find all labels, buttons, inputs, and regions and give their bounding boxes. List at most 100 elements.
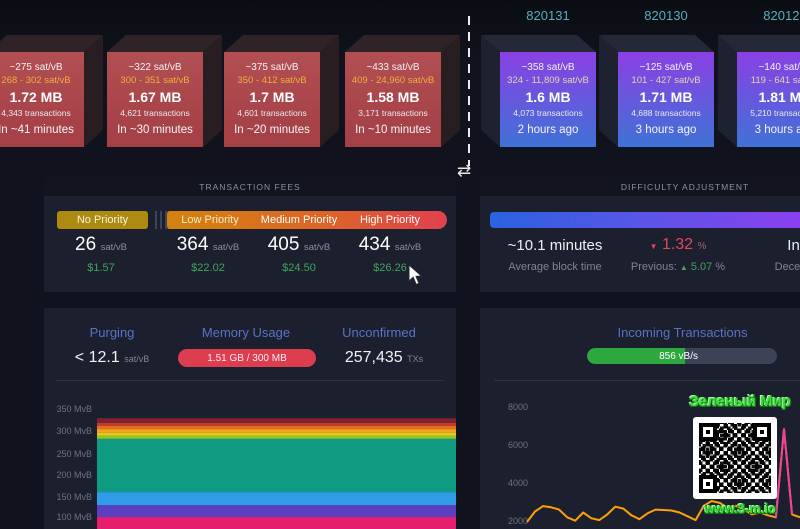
swap-direction-icon: ⇄ bbox=[457, 161, 472, 180]
y-tick: 4000 bbox=[507, 478, 528, 488]
purging-value: < 12.1 sat/vB bbox=[74, 349, 150, 366]
qr-finder-icon bbox=[699, 423, 717, 441]
mempool-block-1[interactable]: ~322 sat/vB 300 - 351 sat/vB 1.67 MB 4,6… bbox=[107, 35, 222, 147]
mouse-cursor bbox=[408, 264, 423, 286]
block-size: 1.72 MB bbox=[9, 89, 63, 105]
medium-priority-rate: 405 sat/vB bbox=[267, 234, 331, 255]
incoming-tx-chart[interactable] bbox=[480, 395, 800, 529]
fee-range: 409 - 24,960 sat/vB bbox=[351, 75, 435, 86]
tx-count: 5,210 transactions bbox=[750, 108, 800, 118]
block-size: 1.6 MB bbox=[525, 89, 571, 105]
transaction-fees-panel: TRANSACTION FEES No Priority Low Priorit… bbox=[44, 177, 456, 292]
difficulty-change: ▼ 1.32 % bbox=[649, 236, 707, 253]
y-tick: 8000 bbox=[507, 402, 528, 412]
y-tick: 100 MvB bbox=[56, 512, 92, 522]
block-front-face: ~375 sat/vB 350 - 412 sat/vB 1.7 MB 4,60… bbox=[224, 52, 320, 147]
difficulty-panel: DIFFICULTY ADJUSTMENT ~10.1 minutes Aver… bbox=[480, 177, 800, 292]
block-front-face: ~433 sat/vB 409 - 24,960 sat/vB 1.58 MB … bbox=[345, 52, 441, 147]
tx-count: 4,073 transactions bbox=[513, 108, 583, 118]
tx-count: 4,343 transactions bbox=[1, 108, 71, 118]
block-side-face bbox=[481, 35, 500, 147]
block-top-face bbox=[599, 35, 714, 52]
mempool-block-3[interactable]: ~433 sat/vB 409 - 24,960 sat/vB 1.58 MB … bbox=[345, 35, 460, 147]
mempool-size-chart[interactable] bbox=[44, 395, 456, 529]
memory-usage-badge: 1.51 GB / 300 MB bbox=[178, 349, 316, 367]
block-side-face bbox=[203, 35, 222, 147]
qr-code bbox=[693, 417, 777, 499]
high-priority-label: High Priority bbox=[360, 214, 420, 226]
difficulty-title: DIFFICULTY ADJUSTMENT bbox=[480, 177, 800, 196]
block-size: 1.67 MB bbox=[128, 89, 182, 105]
unconfirmed-value: 257,435 TXs bbox=[344, 349, 424, 366]
y-tick: 200 MvB bbox=[56, 470, 92, 480]
block-size: 1.71 MB bbox=[639, 89, 693, 105]
high-priority-rate: 434 sat/vB bbox=[358, 234, 422, 255]
block-top-face bbox=[481, 35, 596, 52]
block-eta: In ~41 minutes bbox=[0, 124, 74, 136]
fee-range: 268 - 302 sat/vB bbox=[1, 75, 71, 86]
purging-label: Purging bbox=[89, 325, 135, 340]
block-size: 1.7 MB bbox=[249, 89, 295, 105]
priority-gradient-bar: Low Priority Medium Priority High Priori… bbox=[167, 211, 447, 229]
watermark-title: Зеленый Мир bbox=[689, 393, 791, 410]
mempool-mined-divider bbox=[468, 16, 470, 166]
block-age: 2 hours ago bbox=[517, 124, 579, 136]
fee-range: 350 - 412 sat/vB bbox=[237, 75, 307, 86]
next-retarget-date: December bbox=[774, 261, 800, 273]
block-front-face: ~140 sat/vB 119 - 641 sat/vB 1.81 MB 5,2… bbox=[737, 52, 800, 147]
block-size: 1.58 MB bbox=[366, 89, 420, 105]
fee-range: 300 - 351 sat/vB bbox=[120, 75, 190, 86]
mined-block-1[interactable]: ~125 sat/vB 101 - 427 sat/vB 1.71 MB 4,6… bbox=[599, 35, 714, 147]
low-priority-label: Low Priority bbox=[181, 214, 239, 226]
watermark-url: www.3-m.io bbox=[704, 501, 776, 516]
tx-count: 4,688 transactions bbox=[631, 108, 701, 118]
block-front-face: ~125 sat/vB 101 - 427 sat/vB 1.71 MB 4,6… bbox=[618, 52, 714, 147]
block-top-face bbox=[107, 35, 222, 52]
y-tick: 250 MvB bbox=[56, 449, 92, 459]
high-priority-price: $26.26 bbox=[373, 262, 407, 274]
block-eta: In ~10 minutes bbox=[355, 124, 431, 136]
unconfirmed-label: Unconfirmed bbox=[342, 325, 416, 340]
avg-block-time: ~10.1 minutes bbox=[507, 237, 603, 254]
median-fee: ~433 sat/vB bbox=[366, 62, 420, 73]
block-height-link[interactable]: 820130 bbox=[644, 8, 688, 23]
mined-block-2[interactable]: ~140 sat/vB 119 - 641 sat/vB 1.81 MB 5,2… bbox=[718, 35, 800, 147]
mempool-stats-panel: Purging Memory Usage Unconfirmed < 12.1 … bbox=[44, 308, 456, 529]
mined-block-0[interactable]: ~358 sat/vB 324 - 11,809 sat/vB 1.6 MB 4… bbox=[481, 35, 596, 147]
block-front-face: ~275 sat/vB 268 - 302 sat/vB 1.72 MB 4,3… bbox=[0, 52, 84, 147]
fee-range: 119 - 641 sat/vB bbox=[750, 75, 800, 86]
qr-pattern bbox=[699, 423, 771, 493]
no-priority-price: $1.57 bbox=[87, 262, 115, 274]
block-top-face bbox=[224, 35, 339, 52]
block-top-face bbox=[718, 35, 800, 52]
block-size: 1.81 MB bbox=[758, 89, 800, 105]
tx-count: 4,601 transactions bbox=[237, 108, 307, 118]
block-eta: In ~30 minutes bbox=[117, 124, 193, 136]
qr-finder-icon bbox=[753, 423, 771, 441]
low-priority-price: $22.02 bbox=[191, 262, 225, 274]
transaction-fees-title: TRANSACTION FEES bbox=[44, 177, 456, 196]
mempool-block-2[interactable]: ~375 sat/vB 350 - 412 sat/vB 1.7 MB 4,60… bbox=[224, 35, 339, 147]
block-eta: In ~20 minutes bbox=[234, 124, 310, 136]
medium-priority-price: $24.50 bbox=[282, 262, 316, 274]
median-fee: ~125 sat/vB bbox=[639, 62, 693, 73]
tx-rate-value: 856 vB/s bbox=[659, 350, 698, 362]
memory-usage-label: Memory Usage bbox=[201, 325, 291, 340]
y-tick: 300 MvB bbox=[56, 426, 92, 436]
y-tick: 150 MvB bbox=[56, 492, 92, 502]
tx-count: 4,621 transactions bbox=[120, 108, 190, 118]
block-height-link[interactable]: 820129 bbox=[763, 8, 800, 23]
next-retarget: In ~ bbox=[787, 237, 800, 254]
block-age: 3 hours ago bbox=[754, 124, 800, 136]
block-top-face bbox=[0, 35, 103, 52]
mempool-block-0[interactable]: ~275 sat/vB 268 - 302 sat/vB 1.72 MB 4,3… bbox=[0, 35, 103, 147]
y-tick: 350 MvB bbox=[56, 404, 92, 414]
block-side-face bbox=[320, 35, 339, 147]
divider-line bbox=[56, 380, 444, 381]
block-top-face bbox=[345, 35, 460, 52]
block-side-face bbox=[84, 35, 103, 147]
incoming-tx-title: Incoming Transactions bbox=[617, 325, 748, 340]
y-tick: 2000 bbox=[507, 516, 528, 526]
block-height-link[interactable]: 820131 bbox=[526, 8, 570, 23]
